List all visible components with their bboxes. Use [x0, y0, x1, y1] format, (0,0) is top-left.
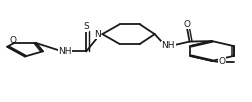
Text: S: S	[83, 22, 89, 31]
Text: O: O	[218, 57, 226, 66]
Text: NH: NH	[162, 41, 175, 50]
Text: O: O	[183, 20, 191, 29]
Text: NH: NH	[58, 47, 72, 56]
Text: N: N	[94, 30, 101, 39]
Text: O: O	[9, 36, 16, 45]
